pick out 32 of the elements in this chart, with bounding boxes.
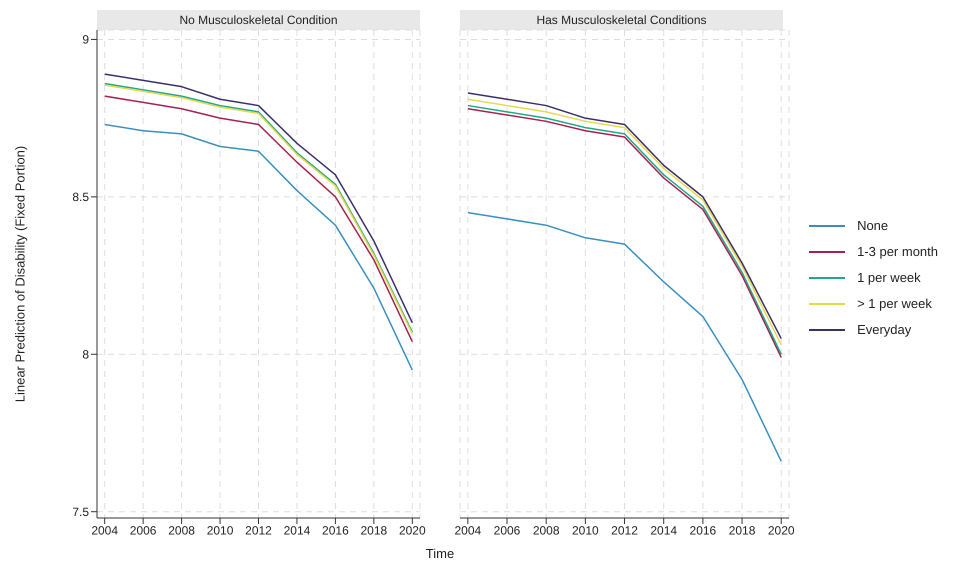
- x-tick-label: 2004: [91, 524, 118, 538]
- x-tick-label: 2010: [572, 524, 600, 538]
- x-tick-label: 2010: [206, 524, 234, 538]
- x-tick-label: 2018: [728, 524, 756, 538]
- x-tick-label: 2020: [398, 524, 426, 538]
- legend-label: Everyday: [857, 321, 912, 339]
- x-tick-label: 2018: [360, 524, 388, 538]
- y-tick-label: 7.5: [72, 504, 90, 519]
- y-axis-title: Linear Prediction of Disability (Fixed Portion): [12, 146, 28, 402]
- line-series: [104, 124, 414, 371]
- x-tick-label: 2008: [532, 524, 560, 538]
- chart-title: No Musculoskeletal Condition: [97, 10, 420, 30]
- x-axis-title: Time: [424, 546, 456, 561]
- legend-label: > 1 per week: [857, 295, 932, 313]
- x-tick-label: 2006: [494, 524, 521, 538]
- chart-title: Has Musculoskeletal Conditions: [460, 10, 783, 30]
- x-tick-label: 2004: [454, 524, 482, 538]
- y-tick-label: 9: [82, 32, 90, 47]
- x-tick-label: 2012: [245, 524, 272, 538]
- x-tick-label: 2012: [611, 524, 638, 538]
- y-tick-label: 8.5: [72, 190, 90, 204]
- legend-label: None: [857, 217, 888, 235]
- x-tick-label: 2006: [130, 524, 157, 538]
- x-tick-label: 2014: [650, 524, 678, 538]
- x-tick-label: 2016: [322, 524, 350, 538]
- x-tick-label: 2014: [284, 524, 311, 538]
- legend-label: 1-3 per month: [857, 243, 938, 261]
- y-tick-label: 8: [82, 348, 90, 362]
- x-tick-label: 2008: [168, 524, 196, 538]
- legend-label: 1 per week: [857, 269, 921, 287]
- x-tick-label: 2016: [690, 524, 717, 538]
- x-tick-label: 2020: [768, 524, 795, 538]
